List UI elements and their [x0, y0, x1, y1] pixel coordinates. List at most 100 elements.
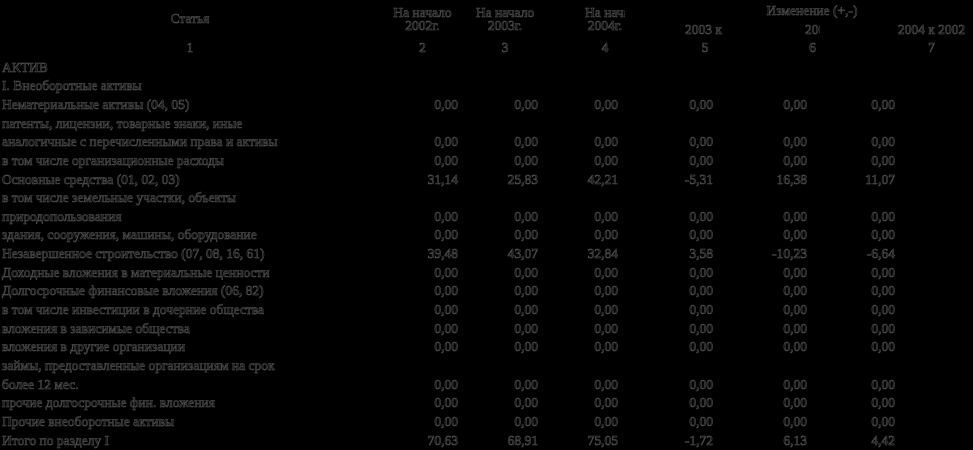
cell-value: 0,00 [783, 283, 807, 299]
cell-value [625, 189, 725, 208]
cell-value [465, 77, 545, 96]
row-label: в том числе земельные участки, объекты [2, 190, 237, 206]
cell-value [625, 77, 725, 96]
row-label: патенты, лицензии, товарные знаки, иные [2, 115, 243, 131]
column-number-2: 2 [419, 40, 426, 56]
cell-value: -6,64 [866, 246, 896, 262]
cell-value [380, 357, 465, 376]
cell-value: 0,00 [514, 283, 538, 299]
cell-value [380, 77, 465, 96]
cell-value: 0,00 [871, 283, 896, 299]
cell-value: 16,38 [776, 171, 807, 187]
cell-value: 25,83 [507, 171, 538, 187]
cell-value [725, 114, 820, 133]
row-label: здания, сооружения, машины, оборудование [2, 227, 257, 243]
cell-value [465, 189, 545, 208]
cell-value [545, 357, 625, 376]
cell-value: 68,91 [507, 432, 538, 448]
cell-value [820, 58, 973, 77]
table-row: Прочие внеоборотные активы 0,00 0,00 0,00 0,… [0, 412, 973, 431]
table-row: Итого по разделу I 70,63 68,91 75,05 -1,72 6,… [0, 431, 973, 450]
cell-value: 0,00 [783, 152, 807, 168]
row-label: в том числе инвестиции в дочерние общест… [2, 302, 265, 318]
cell-value: 70,63 [427, 432, 458, 448]
cell-value [725, 58, 820, 77]
cell-value: -10,23 [772, 246, 807, 262]
column-number-4: 4 [601, 40, 609, 56]
cell-value: 0,00 [689, 395, 713, 411]
cell-value: 0,00 [514, 264, 538, 280]
cell-value: 0,00 [434, 227, 458, 243]
cell-value [545, 58, 625, 77]
cell-value: 0,00 [871, 395, 896, 411]
cell-value: -5,31 [684, 171, 714, 187]
cell-value: 0,00 [434, 414, 458, 430]
cell-value [625, 114, 725, 133]
table-row: I. Внеоборотные активы [0, 77, 973, 96]
column-numbering-row: 1 2 3 4 5 6 7 [0, 38, 973, 58]
cell-value: 0,00 [871, 134, 896, 150]
table-row: Основные средства (01, 02, 03) 31,14 25,83… [0, 170, 973, 189]
cell-value: 32,84 [587, 246, 618, 262]
cell-value: 0,00 [871, 208, 896, 224]
cell-value: 0,00 [689, 152, 713, 168]
row-label: аналогичные с перечисленными права и акт… [2, 134, 278, 150]
cell-value: 0,00 [594, 320, 618, 336]
cell-value [465, 114, 545, 133]
cell-value: 0,00 [434, 320, 458, 336]
cell-value: 0,00 [871, 339, 896, 355]
cell-value: 0,00 [783, 414, 807, 430]
cell-value: 31,14 [427, 171, 458, 187]
cell-value: 0,00 [783, 96, 807, 112]
cell-value: 0,00 [434, 208, 458, 224]
cell-value [465, 58, 545, 77]
cell-value: 0,00 [594, 134, 618, 150]
cell-value: 0,00 [783, 264, 807, 280]
cell-value: 0,00 [514, 227, 538, 243]
cell-value: 0,00 [434, 283, 458, 299]
cell-value: 0,00 [689, 339, 713, 355]
row-label: вложения в другие организации [2, 339, 186, 355]
cell-value: 0,00 [594, 339, 618, 355]
cell-value [545, 189, 625, 208]
cell-value: 0,00 [434, 264, 458, 280]
cell-value: 0,00 [783, 376, 807, 392]
cell-value: 0,00 [871, 414, 896, 430]
cell-value [725, 77, 820, 96]
cell-value: 0,00 [689, 227, 713, 243]
table-row: займы, предоставленные организациям на с… [0, 357, 973, 376]
cell-value: 0,00 [434, 134, 458, 150]
cell-value: 0,00 [783, 208, 807, 224]
cell-value: 0,00 [871, 152, 896, 168]
table-row: аналогичные с перечисленными права и акт… [0, 133, 973, 152]
column-header-article: Статья [170, 11, 210, 27]
cell-value: -1,72 [684, 432, 714, 448]
column-number-1: 1 [186, 40, 194, 56]
cell-value: 0,00 [871, 302, 896, 318]
table-row: более 12 мес. 0,00 0,00 0,00 0,00 0,00 0,00 [0, 375, 973, 394]
row-label: более 12 мес. [2, 376, 79, 392]
table-row: АКТИВ [0, 58, 973, 77]
cell-value: 0,00 [594, 208, 618, 224]
cell-value: 0,00 [689, 283, 713, 299]
cell-value: 0,00 [514, 152, 538, 168]
row-label: Прочие внеоборотные активы [2, 414, 175, 430]
cell-value [820, 357, 973, 376]
row-label: Итого по разделу I [2, 432, 110, 448]
cell-value: 0,00 [514, 414, 538, 430]
cell-value: 0,00 [594, 376, 618, 392]
row-label: Доходные вложения в материальные ценност… [2, 264, 270, 280]
table-row: Долгосрочные финансовые вложения (06, 82… [0, 282, 973, 301]
cell-value: 0,00 [594, 414, 618, 430]
cell-value: 0,00 [783, 320, 807, 336]
cell-value: 0,00 [783, 134, 807, 150]
cell-value: 0,00 [689, 376, 713, 392]
table-row: здания, сооружения, машины, оборудование… [0, 226, 973, 245]
cell-value: 0,00 [434, 96, 458, 112]
column-header-begin-2004: На начало 2004г. [585, 4, 625, 33]
cell-value: 0,00 [594, 152, 618, 168]
column-header-change-2004-vs-2002: 2004 к 2002 [897, 21, 966, 37]
cell-value: 0,00 [689, 96, 713, 112]
row-label: природопользования [2, 208, 122, 224]
cell-value: 75,05 [587, 432, 618, 448]
